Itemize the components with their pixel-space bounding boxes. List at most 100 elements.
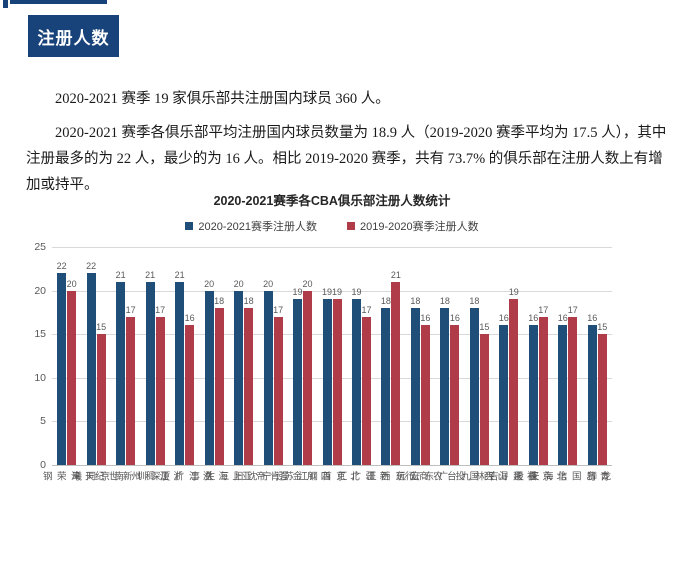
legend-item-2020-2021: 2020-2021赛季注册人数 bbox=[185, 218, 317, 234]
x-axis-label-上海久事: 上海久事 bbox=[188, 471, 242, 482]
y-axis-tick-15: 15 bbox=[34, 328, 46, 341]
bar-2019-2020-山东西王 bbox=[391, 282, 401, 465]
value-label-2020-2021-广东宏远: 18 bbox=[410, 296, 421, 306]
value-label-2020-2021-北京控股: 16 bbox=[528, 313, 539, 323]
y-axis-tick-10: 10 bbox=[34, 371, 46, 384]
plot-area: 25 20 15 10 5 0 22 20 天津荣钢 22 15 南京同曦 21 17 深圳新世纪 21 17 浙… bbox=[34, 241, 612, 482]
gridline-20 bbox=[52, 290, 612, 292]
value-label-2020-2021-吉林九台农商行: 18 bbox=[439, 296, 450, 306]
value-label-2019-2020-浙江广厦: 16 bbox=[184, 313, 195, 323]
bar-2020-2021-南京同曦 bbox=[86, 273, 96, 465]
value-label-2020-2021-天津荣钢: 22 bbox=[56, 261, 67, 271]
y-axis-tick-25: 25 bbox=[34, 241, 46, 253]
value-label-2019-2020-辽宁沈阳三生: 18 bbox=[243, 296, 254, 306]
value-label-2019-2020-北京控股: 17 bbox=[538, 305, 549, 315]
value-label-2020-2021-新疆广汇: 19 bbox=[351, 287, 362, 297]
value-label-2019-2020-南京同曦: 15 bbox=[96, 322, 107, 332]
bar-2020-2021-浙江广厦 bbox=[175, 282, 185, 465]
bar-2019-2020-龙狮 bbox=[597, 334, 607, 465]
value-label-2019-2020-上海久事: 18 bbox=[214, 296, 225, 306]
x-axis-label-北京首钢: 北京首钢 bbox=[306, 471, 359, 482]
gridline-5 bbox=[52, 421, 612, 423]
value-label-2020-2021-深圳新世纪: 21 bbox=[115, 270, 126, 280]
section-badge-registered-players: 注册人数 bbox=[28, 15, 119, 57]
bar-2019-2020-深圳新世纪 bbox=[126, 317, 136, 465]
bar-2019-2020-浙江稠州 bbox=[155, 317, 165, 465]
bar-2019-2020-山西国投 bbox=[479, 334, 489, 465]
value-label-2020-2021-北京首钢: 19 bbox=[321, 287, 333, 297]
x-axis-label-青岛国信海天: 青岛国信海天 bbox=[527, 471, 609, 482]
value-label-2020-2021-龙狮: 16 bbox=[587, 313, 598, 323]
value-label-2020-2021-山西国投: 18 bbox=[469, 296, 480, 306]
value-label-2019-2020-浙江稠州: 17 bbox=[155, 305, 166, 315]
legend-swatch-2019-2020 bbox=[347, 222, 355, 230]
bar-2020-2021-江苏肯帝亚 bbox=[263, 291, 273, 465]
y-axis-tick-20: 20 bbox=[34, 284, 46, 297]
value-label-2020-2021-辽宁沈阳三生: 20 bbox=[233, 279, 244, 289]
x-axis-label-南京同曦: 南京同曦 bbox=[70, 471, 124, 482]
gridline-15 bbox=[52, 334, 612, 336]
bar-2019-2020-四川金强 bbox=[303, 291, 312, 465]
value-label-2019-2020-山西国投: 15 bbox=[479, 322, 490, 332]
body-text: 2020-2021 赛季 19 家俱乐部共注册国内球员 360 人。 2020-… bbox=[26, 86, 676, 206]
value-label-2019-2020-山东西王: 21 bbox=[390, 270, 401, 280]
gridline-25 bbox=[52, 247, 612, 248]
bar-2019-2020-天津荣钢 bbox=[67, 291, 77, 465]
value-label-2019-2020-龙狮: 15 bbox=[597, 322, 608, 332]
x-axis-label-龙狮: 龙狮 bbox=[585, 471, 611, 482]
bar-2020-2021-山东西王 bbox=[381, 308, 391, 465]
value-label-2019-2020-天津荣钢: 20 bbox=[66, 279, 77, 289]
chart-legend: 2020-2021赛季注册人数 2019-2020赛季注册人数 bbox=[52, 218, 612, 234]
bar-2019-2020-吉林九台农商行 bbox=[450, 325, 460, 465]
x-axis-label-广东宏远: 广东宏远 bbox=[394, 471, 448, 482]
bar-2019-2020-新疆广汇 bbox=[362, 317, 371, 465]
value-label-2019-2020-四川金强: 20 bbox=[302, 279, 313, 289]
bar-2019-2020-北京首钢 bbox=[332, 299, 342, 465]
bar-2020-2021-广东宏远 bbox=[410, 308, 420, 465]
bar-2019-2020-江苏肯帝亚 bbox=[273, 317, 283, 465]
paragraph-average-registered: 2020-2021 赛季各俱乐部平均注册国内球员数量为 18.9 人（2019-… bbox=[26, 125, 667, 193]
cropped-element-remnant-strip bbox=[10, 0, 107, 4]
bar-2020-2021-福建浔兴 bbox=[499, 325, 509, 465]
chart-title: 2020-2021赛季各CBA俱乐部注册人数统计 bbox=[213, 194, 451, 208]
x-axis-label-山东西王: 山东西王 bbox=[364, 471, 418, 482]
bar-2019-2020-青岛国信海天 bbox=[568, 317, 578, 465]
x-axis-label-深圳新世纪: 深圳新世纪 bbox=[92, 471, 160, 482]
bar-2020-2021-山西国投 bbox=[469, 308, 479, 465]
value-label-2019-2020-北京首钢: 19 bbox=[331, 287, 343, 297]
gridline-10 bbox=[52, 377, 612, 379]
bar-2020-2021-四川金强 bbox=[293, 299, 302, 465]
value-label-2020-2021-青岛国信海天: 16 bbox=[557, 313, 568, 323]
bar-2020-2021-吉林九台农商行 bbox=[440, 308, 450, 465]
x-axis-label-江苏肯帝亚: 江苏肯帝亚 bbox=[240, 471, 308, 482]
bar-2020-2021-北京首钢 bbox=[322, 299, 332, 465]
value-label-2020-2021-浙江广厦: 21 bbox=[174, 270, 185, 280]
bar-2020-2021-天津荣钢 bbox=[57, 273, 67, 465]
bar-2019-2020-北京控股 bbox=[538, 317, 548, 465]
x-axis-label-浙江稠州: 浙江稠州 bbox=[129, 471, 183, 482]
bar-2019-2020-福建浔兴 bbox=[509, 299, 519, 465]
bar-2020-2021-龙狮 bbox=[587, 325, 597, 465]
bar-2020-2021-青岛国信海天 bbox=[558, 325, 568, 465]
legend-label-2020-2021: 2020-2021赛季注册人数 bbox=[198, 221, 317, 233]
x-axis-label-天津荣钢: 天津荣钢 bbox=[40, 471, 94, 482]
bar-2019-2020-浙江广厦 bbox=[185, 325, 195, 465]
bar-2019-2020-广东宏远 bbox=[420, 325, 430, 465]
bar-2020-2021-北京控股 bbox=[528, 325, 538, 465]
value-label-2020-2021-山东西王: 18 bbox=[380, 296, 391, 306]
y-axis-tick-0: 0 bbox=[40, 459, 46, 471]
paragraph-total-registered: 2020-2021 赛季 19 家俱乐部共注册国内球员 360 人。 bbox=[55, 91, 390, 107]
value-label-2020-2021-浙江稠州: 21 bbox=[145, 270, 156, 280]
value-label-2019-2020-江苏肯帝亚: 17 bbox=[273, 305, 284, 315]
bar-2020-2021-上海久事 bbox=[204, 291, 214, 465]
value-label-2020-2021-南京同曦: 22 bbox=[86, 261, 97, 271]
cropped-element-remnant-tick bbox=[3, 0, 8, 8]
value-label-2020-2021-福建浔兴: 16 bbox=[498, 313, 509, 323]
bar-2019-2020-辽宁沈阳三生 bbox=[244, 308, 254, 465]
value-label-2020-2021-上海久事: 20 bbox=[204, 279, 215, 289]
legend-item-2019-2020: 2019-2020赛季注册人数 bbox=[347, 218, 479, 234]
bar-2020-2021-浙江稠州 bbox=[145, 282, 155, 465]
x-axis-label-四川金强: 四川金强 bbox=[276, 471, 330, 482]
value-label-2020-2021-江苏肯帝亚: 20 bbox=[263, 279, 274, 289]
